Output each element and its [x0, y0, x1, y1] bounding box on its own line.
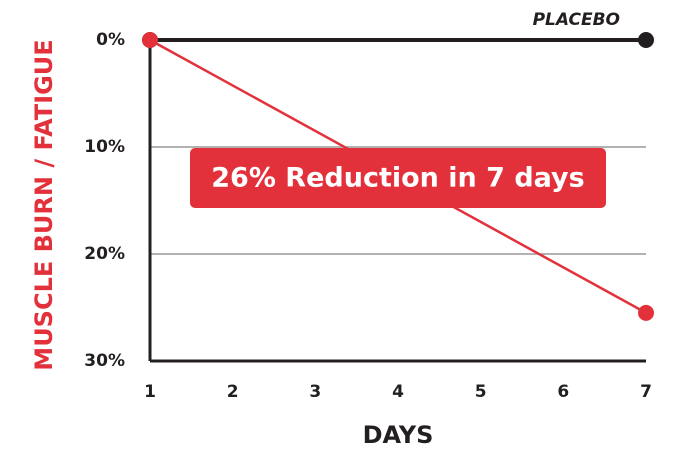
data-point — [638, 32, 654, 48]
y-tick-label: 10% — [84, 137, 125, 157]
annotation-text: 26% Reduction in 7 days — [211, 163, 584, 194]
x-tick-label: 2 — [227, 382, 239, 402]
data-point — [638, 304, 654, 321]
x-tick-label: 5 — [475, 382, 487, 402]
x-tick-label: 6 — [557, 382, 569, 402]
x-tick-label: 3 — [309, 382, 321, 402]
y-tick-label: 20% — [84, 244, 125, 264]
y-tick-label: 30% — [84, 351, 125, 371]
y-tick-label: 0% — [96, 30, 125, 50]
annotation-box — [190, 148, 606, 208]
x-tick-label: 4 — [392, 382, 404, 402]
y-axis-title: MUSCLE BURN / FATIGUE — [30, 39, 58, 370]
data-point — [142, 32, 158, 48]
x-axis-title: DAYS — [363, 421, 434, 449]
series-label: PLACEBO — [533, 10, 620, 30]
x-tick-label: 1 — [144, 382, 156, 402]
x-tick-label: 7 — [640, 382, 652, 402]
annotation: 26% Reduction in 7 days — [190, 148, 606, 208]
